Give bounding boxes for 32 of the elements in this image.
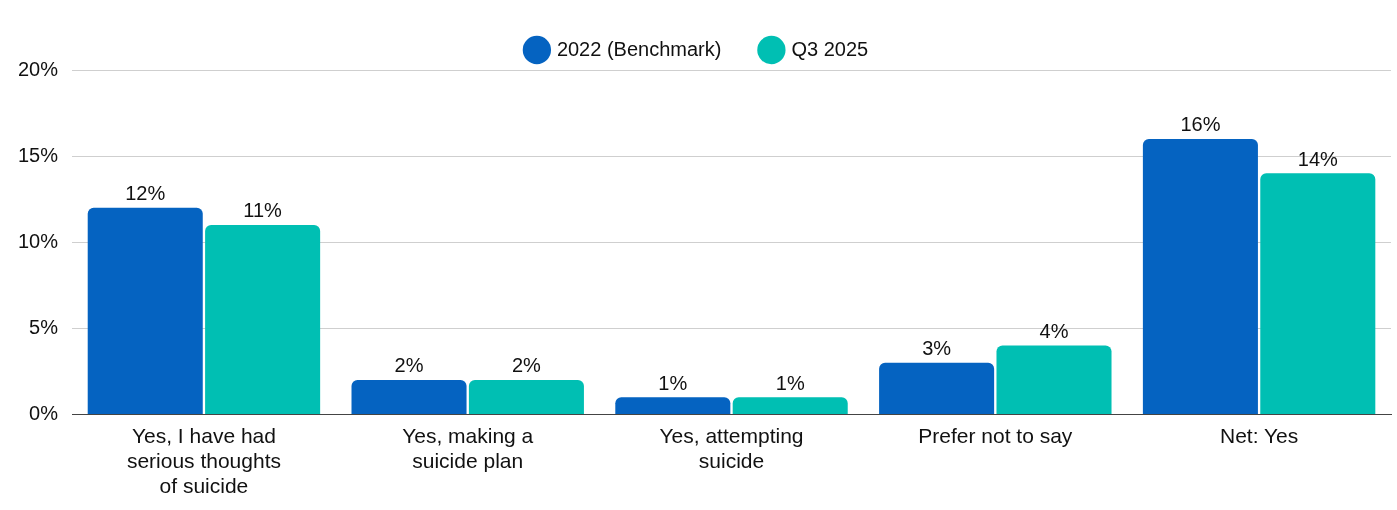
- x-tick-label: Net: Yes: [1219, 423, 1299, 447]
- data-label: 16%: [1180, 113, 1221, 136]
- data-label: 2%: [511, 354, 542, 377]
- y-tick-label: 20%: [18, 57, 59, 80]
- data-label: 12%: [125, 182, 166, 205]
- data-label: 2%: [394, 354, 424, 377]
- bar: [996, 345, 1112, 414]
- legend-label: Q3 2025: [791, 37, 869, 60]
- bar: [205, 224, 321, 414]
- bar: [87, 207, 203, 414]
- data-label: 3%: [922, 337, 952, 360]
- bar: [351, 379, 467, 414]
- bar: [1142, 138, 1258, 414]
- bar: [1260, 173, 1376, 414]
- bar: [732, 397, 848, 414]
- x-tick-label: Yes, attempting suicide: [659, 423, 804, 472]
- bar: [468, 379, 584, 414]
- x-tick-label: Yes, making a suicide plan: [402, 423, 534, 472]
- y-tick-label: 0%: [29, 401, 59, 424]
- data-label: 1%: [775, 371, 805, 394]
- x-tick-label: Yes, I have had serious thoughts of suicide: [126, 423, 281, 498]
- legend-label: 2022 (Benchmark): [556, 37, 722, 60]
- data-label: 11%: [243, 199, 283, 222]
- data-label: 14%: [1297, 147, 1339, 170]
- bar: [615, 397, 731, 414]
- data-label: 1%: [658, 371, 688, 394]
- y-tick-label: 5%: [29, 315, 59, 338]
- bar: [879, 362, 995, 414]
- x-tick-label: Prefer not to say: [918, 423, 1073, 447]
- data-label: 4%: [1039, 320, 1069, 343]
- y-tick-label: 15%: [18, 143, 59, 166]
- y-tick-label: 10%: [18, 229, 59, 252]
